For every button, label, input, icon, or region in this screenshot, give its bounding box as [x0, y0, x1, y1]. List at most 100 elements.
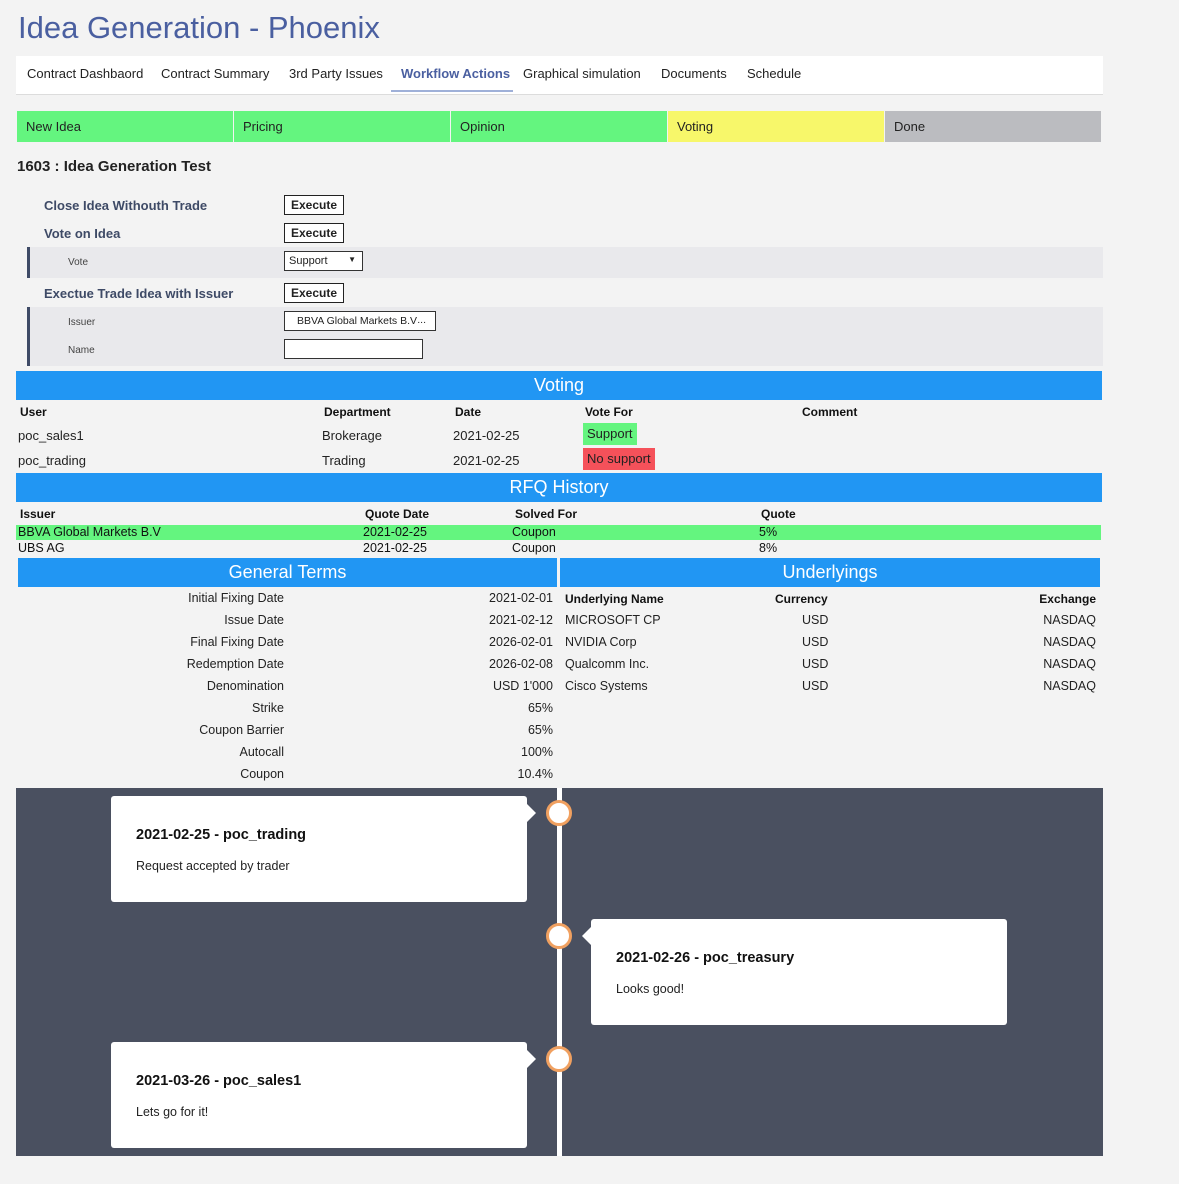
general-term-label: Coupon Barrier: [199, 723, 284, 737]
underlying-currency: USD: [802, 679, 829, 693]
close-idea-execute-button[interactable]: Execute: [284, 195, 344, 215]
timeline-card-title: 2021-03-26 - poc_sales1: [136, 1073, 302, 1089]
table-row[interactable]: BBVA Global Markets B.V 2021-02-25 Coupo…: [16, 525, 1101, 540]
underlyings-col-currency: Currency: [775, 592, 828, 606]
tab-bar: Contract Dashbaord Contract Summary 3rd …: [16, 56, 1103, 95]
rfq-quote: 8%: [759, 541, 778, 555]
timeline-dot: [546, 923, 572, 949]
app-title: Idea Generation - Phoenix: [18, 10, 380, 45]
voting-user: poc_trading: [18, 453, 86, 468]
issuer-more-button[interactable]: ...: [417, 314, 426, 326]
tab-3rd-party-issues[interactable]: 3rd Party Issues: [289, 66, 383, 81]
general-term-value: 2021-02-01: [489, 591, 553, 605]
timeline-card: 2021-02-26 - poc_treasury Looks good!: [591, 919, 1007, 1025]
underlyings-header: Underlyings: [560, 558, 1100, 587]
timeline-card-title: 2021-02-25 - poc_trading: [136, 827, 307, 843]
rfq-col-quote-date: Quote Date: [365, 507, 430, 521]
timeline-pointer: [527, 804, 536, 822]
underlying-currency: USD: [802, 635, 829, 649]
rfq-issuer: UBS AG: [18, 541, 65, 555]
rfq-issuer: BBVA Global Markets B.V: [18, 525, 161, 539]
name-label: Name: [68, 345, 95, 356]
underlyings-col-exchange: Exchange: [1039, 592, 1096, 606]
issuer-value: BBVA Global Markets B.V: [297, 315, 418, 327]
tab-schedule[interactable]: Schedule: [747, 66, 802, 81]
underlying-name: Qualcomm Inc.: [565, 657, 650, 671]
underlying-name: NVIDIA Corp: [565, 635, 637, 649]
issuer-picker[interactable]: BBVA Global Markets B.V ...: [284, 311, 436, 331]
vote-params-panel: Vote Support ▼: [27, 247, 1103, 278]
voting-col-vote-for: Vote For: [585, 405, 633, 419]
rfq-col-quote: Quote: [761, 507, 796, 521]
tab-graphical-simulation[interactable]: Graphical simulation: [523, 66, 641, 81]
underlying-name: MICROSOFT CP: [565, 613, 661, 627]
voting-col-department: Department: [324, 405, 391, 419]
general-term-value: 10.4%: [517, 767, 553, 781]
voting-department: Brokerage: [322, 428, 382, 443]
issuer-label: Issuer: [68, 317, 96, 328]
vote-on-idea-label: Vote on Idea: [44, 226, 121, 241]
table-row[interactable]: Cisco Systems USD NASDAQ: [560, 679, 1100, 699]
tab-documents[interactable]: Documents: [661, 66, 727, 81]
rfq-quote: 5%: [759, 525, 778, 539]
rfq-date: 2021-02-25: [363, 541, 427, 555]
voting-date: 2021-02-25: [453, 453, 520, 468]
general-term-label: Coupon: [240, 767, 284, 781]
underlying-currency: USD: [802, 657, 829, 671]
rfq-col-solved-for: Solved For: [515, 507, 578, 521]
general-term-value: 100%: [521, 745, 553, 759]
timeline-line: [557, 788, 562, 1156]
table-row[interactable]: UBS AG 2021-02-25 Coupon 8%: [16, 541, 1101, 556]
underlying-currency: USD: [802, 613, 829, 627]
underlying-exchange: NASDAQ: [1043, 657, 1096, 671]
general-term-label: Issue Date: [224, 613, 284, 627]
timeline-card: 2021-03-26 - poc_sales1 Lets go for it!: [111, 1042, 527, 1148]
tab-workflow-actions[interactable]: Workflow Actions: [391, 56, 513, 92]
vote-execute-button[interactable]: Execute: [284, 223, 344, 243]
voting-header: Voting: [16, 371, 1102, 400]
general-term-value: 65%: [527, 723, 553, 737]
chevron-down-icon: ▼: [348, 255, 356, 264]
vote-badge-no-support: No support: [583, 448, 655, 470]
table-row[interactable]: NVIDIA Corp USD NASDAQ: [560, 635, 1100, 655]
stage-new-idea: New Idea: [17, 111, 233, 142]
voting-col-date: Date: [455, 405, 482, 419]
vote-badge-support: Support: [583, 423, 637, 445]
voting-user: poc_sales1: [18, 428, 84, 443]
name-field[interactable]: [284, 339, 423, 359]
timeline-card-title: 2021-02-26 - poc_treasury: [616, 950, 795, 966]
underlying-name: Cisco Systems: [565, 679, 648, 693]
underlying-exchange: NASDAQ: [1043, 613, 1096, 627]
general-term-value: 65%: [527, 701, 553, 715]
voting-date: 2021-02-25: [453, 428, 520, 443]
general-term-value: 2026-02-01: [489, 635, 553, 649]
timeline-card: 2021-02-25 - poc_trading Request accepte…: [111, 796, 527, 902]
timeline-dot: [546, 1046, 572, 1072]
general-term-value: 2026-02-08: [489, 657, 553, 671]
tab-contract-summary[interactable]: Contract Summary: [161, 66, 270, 81]
general-term-value: USD 1'000: [492, 679, 553, 693]
timeline-card-body: Lets go for it!: [136, 1105, 209, 1119]
timeline-card-body: Request accepted by trader: [136, 859, 290, 873]
general-term-label: Strike: [252, 701, 284, 715]
timeline-pointer: [527, 1050, 536, 1068]
stage-done: Done: [885, 111, 1101, 142]
timeline-pointer: [582, 927, 591, 945]
underlying-exchange: NASDAQ: [1043, 679, 1096, 693]
underlyings-col-name: Underlying Name: [565, 592, 664, 606]
trade-params-panel: Issuer BBVA Global Markets B.V ... Name: [27, 307, 1103, 366]
table-row[interactable]: Qualcomm Inc. USD NASDAQ: [560, 657, 1100, 677]
execute-trade-button[interactable]: Execute: [284, 283, 344, 303]
general-term-label: Autocall: [239, 745, 284, 759]
general-term-label: Denomination: [206, 679, 284, 693]
voting-col-comment: Comment: [802, 405, 858, 419]
voting-department: Trading: [322, 453, 366, 468]
timeline-dot: [546, 800, 572, 826]
vote-select[interactable]: Support ▼: [284, 251, 363, 271]
tab-contract-dashboard[interactable]: Contract Dashbaord: [27, 66, 144, 81]
general-term-label: Redemption Date: [186, 657, 284, 671]
contract-heading: 1603 : Idea Generation Test: [17, 158, 211, 175]
rfq-col-issuer: Issuer: [20, 507, 56, 521]
general-term-label: Final Fixing Date: [190, 635, 284, 649]
table-row[interactable]: MICROSOFT CP USD NASDAQ: [560, 613, 1100, 633]
